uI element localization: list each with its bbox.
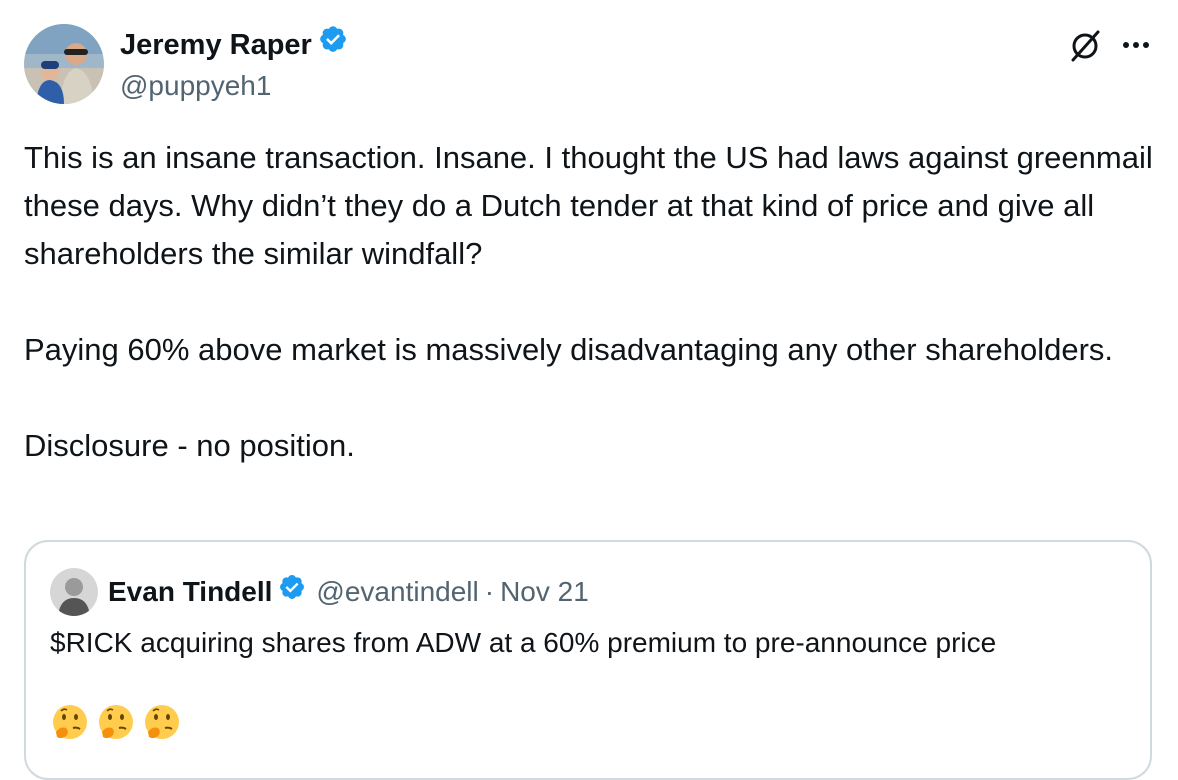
- avatar-photo-icon: [50, 568, 98, 616]
- tweet-paragraph: This is an insane transaction. Insane. I…: [24, 140, 1153, 271]
- grok-icon[interactable]: [1068, 28, 1102, 62]
- verified-badge-icon[interactable]: [318, 24, 348, 65]
- tweet-text: This is an insane transaction. Insane. I…: [24, 134, 1154, 470]
- separator-dot: ·: [484, 576, 495, 607]
- quote-author-handle[interactable]: @evantindell: [316, 576, 479, 607]
- verified-badge-icon[interactable]: [278, 572, 306, 612]
- quote-header: Evan Tindell @evantindell · Nov 21: [108, 572, 589, 612]
- author-name[interactable]: Jeremy Raper: [120, 24, 348, 65]
- avatar-photo-icon: [24, 24, 104, 104]
- author-avatar[interactable]: [24, 24, 104, 104]
- tweet-paragraph: Paying 60% above market is massively dis…: [24, 332, 1114, 367]
- quoted-tweet-card[interactable]: Evan Tindell @evantindell · Nov 21 $RICK…: [24, 540, 1152, 780]
- quote-text: $RICK acquiring shares from ADW at a 60%…: [50, 627, 997, 658]
- more-options-icon[interactable]: [1116, 28, 1156, 62]
- thinking-face-emoji-icon: [53, 705, 87, 739]
- emoji-row: [50, 702, 182, 742]
- author-name-text[interactable]: Jeremy Raper: [120, 28, 312, 61]
- thinking-face-emoji-icon: [99, 705, 133, 739]
- thinking-face-emoji-icon: [145, 705, 179, 739]
- quote-author-name[interactable]: Evan Tindell: [108, 576, 273, 607]
- quote-date[interactable]: Nov 21: [500, 576, 589, 607]
- tweet-paragraph: Disclosure - no position.: [24, 428, 355, 463]
- author-handle[interactable]: @puppyeh1: [120, 70, 272, 101]
- quote-author-avatar[interactable]: [50, 568, 98, 616]
